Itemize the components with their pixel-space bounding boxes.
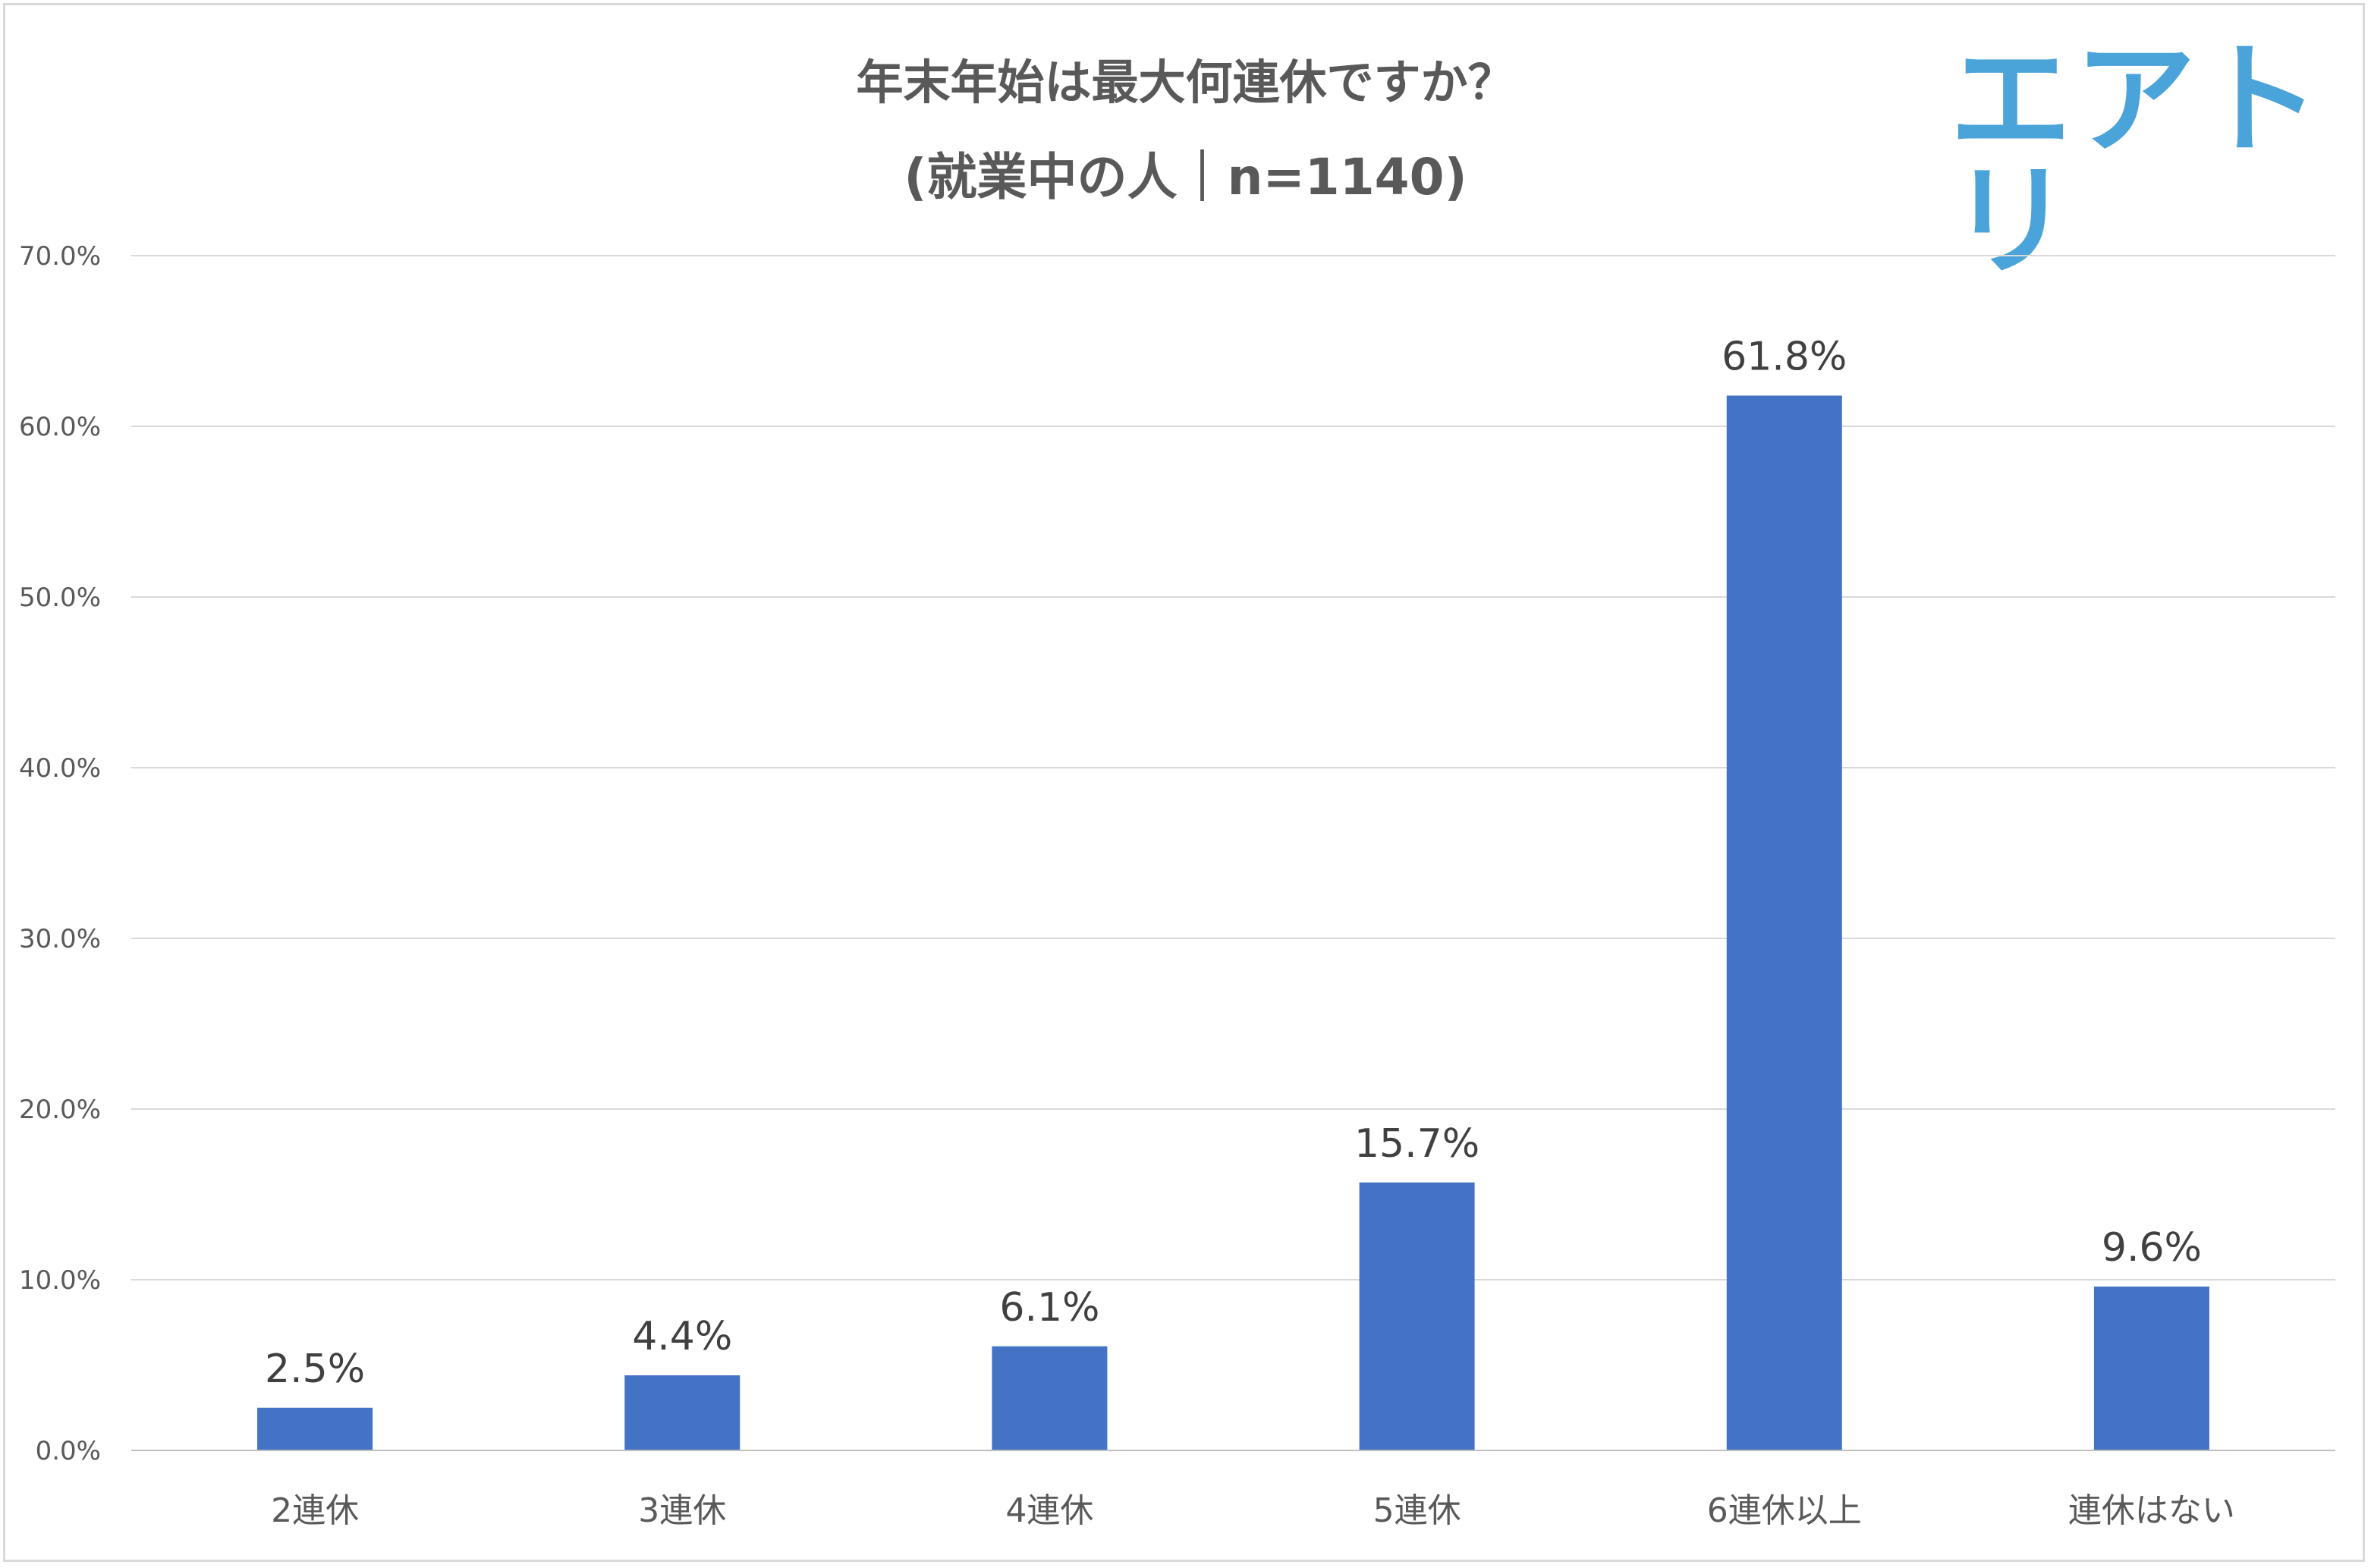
category-label: 2連休: [271, 1491, 359, 1530]
chart-subtitle: (就業中の人｜n=1140): [904, 148, 1467, 206]
category-label: 4連休: [1005, 1491, 1093, 1530]
y-tick-label: 10.0%: [19, 1265, 101, 1296]
bar: [624, 1375, 741, 1450]
data-label: 2.5%: [265, 1346, 365, 1392]
y-axis-ticks: 0.0% 10.0% 20.0% 30.0% 40.0% 50.0% 60.0% 70.0%: [19, 241, 101, 1466]
y-tick-label: 70.0%: [19, 241, 101, 272]
category-label: 3連休: [638, 1491, 726, 1530]
gridlines: [131, 255, 2335, 1451]
brand-logo: エアトリ: [1950, 29, 2324, 292]
category-label: 5連休: [1373, 1491, 1461, 1530]
y-tick-label: 40.0%: [19, 753, 101, 784]
bars: [257, 395, 2209, 1450]
category-label: 連休はない: [2068, 1491, 2235, 1530]
chart-frame: [3, 3, 2365, 1562]
bar: [992, 1346, 1108, 1450]
y-tick-label: 50.0%: [19, 583, 101, 613]
y-tick-label: 30.0%: [19, 924, 101, 954]
y-tick-label: 0.0%: [36, 1436, 101, 1466]
category-labels: 2連休 3連休 4連休 5連休 6連休以上 連休はない: [271, 1491, 2235, 1530]
bar: [1726, 395, 1842, 1450]
y-tick-label: 20.0%: [19, 1095, 101, 1125]
data-labels: 2.5% 4.4% 6.1% 15.7% 61.8% 9.6%: [265, 335, 2202, 1392]
data-label: 6.1%: [999, 1285, 1099, 1331]
data-label: 9.6%: [2102, 1225, 2202, 1271]
data-label: 61.8%: [1722, 335, 1847, 380]
category-label: 6連休以上: [1707, 1491, 1862, 1530]
y-tick-label: 60.0%: [19, 412, 101, 442]
data-label: 4.4%: [632, 1314, 732, 1359]
bar: [1359, 1182, 1475, 1450]
chart-title: 年末年始は最大何連休ですか？: [856, 55, 1515, 110]
bar: [257, 1407, 373, 1450]
data-label: 15.7%: [1354, 1121, 1480, 1167]
bar: [2093, 1287, 2209, 1450]
